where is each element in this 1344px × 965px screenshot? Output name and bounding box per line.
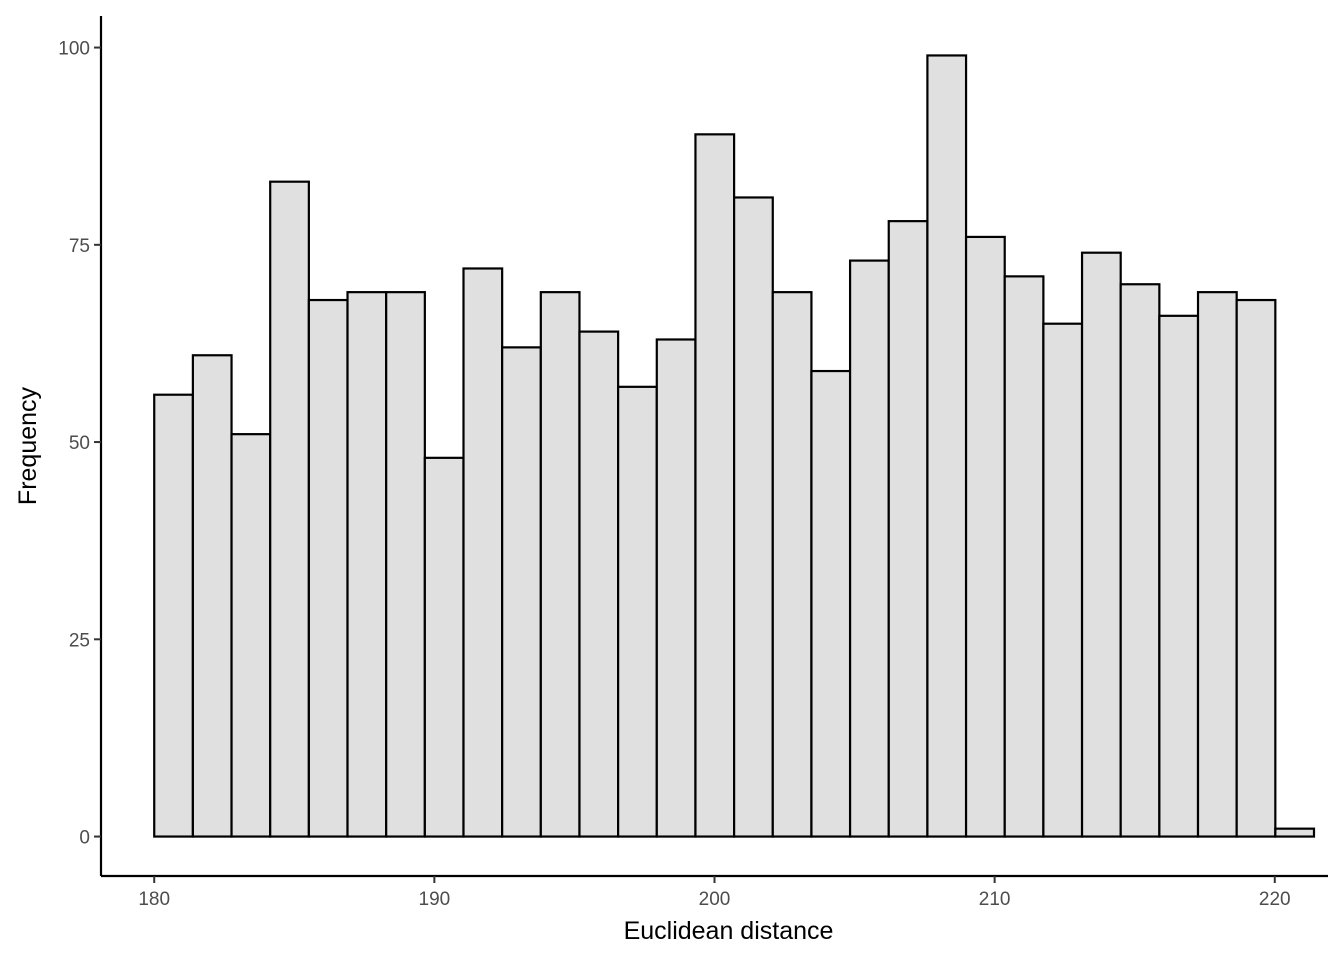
histogram-bar-7 [423, 456, 465, 838]
x-ticks-layer: 180 190 200 210 220 [138, 876, 1291, 910]
histogram-bar-19 [887, 220, 929, 838]
y-tick-label-0: 0 [79, 828, 90, 849]
histogram-bar-13 [655, 338, 697, 838]
histogram-bar-5 [346, 291, 388, 838]
histogram-bar-26 [1158, 314, 1200, 838]
x-tick-label-1: 190 [419, 889, 451, 910]
x-tick-label-3: 210 [979, 889, 1011, 910]
histogram-bar-1 [191, 354, 233, 838]
histogram-bar-15 [733, 196, 774, 838]
histogram-bar-22 [1003, 275, 1045, 838]
histogram-bar-10 [539, 291, 581, 838]
y-tick-label-3: 75 [69, 236, 90, 257]
histogram-bar-23 [1042, 322, 1084, 838]
histogram-bar-17 [810, 369, 852, 838]
y-tick-label-4: 100 [58, 39, 90, 60]
y-tick-label-1: 25 [69, 630, 90, 651]
histogram-bar-8 [462, 267, 504, 838]
histogram-bar-20 [926, 54, 968, 838]
histogram-bar-11 [578, 330, 620, 838]
histogram-bar-24 [1080, 251, 1122, 838]
histogram-bar-18 [848, 259, 890, 838]
histogram-bar-6 [385, 291, 426, 838]
histogram-bar-12 [617, 385, 658, 838]
y-ticks-layer: 0 25 50 75 100 [58, 39, 101, 849]
histogram-bar-9 [501, 346, 542, 838]
histogram-bar-16 [771, 291, 813, 838]
histogram-bar-27 [1196, 291, 1238, 838]
histogram-bar-2 [230, 433, 272, 838]
x-tick-label-2: 200 [699, 889, 731, 910]
x-tick-label-4: 220 [1259, 889, 1291, 910]
y-axis-title: Frequency [14, 386, 42, 505]
x-axis-title: Euclidean distance [624, 917, 834, 945]
histogram-bar-4 [307, 298, 349, 838]
histogram-bar-21 [964, 235, 1006, 838]
bars-layer [153, 54, 1316, 838]
histogram-bar-25 [1119, 283, 1161, 838]
histogram-bar-3 [269, 180, 310, 838]
histogram-bar-29 [1274, 827, 1316, 838]
histogram-bar-14 [694, 133, 736, 838]
y-tick-label-2: 50 [69, 433, 90, 454]
histogram-bar-0 [153, 393, 194, 838]
x-tick-label-0: 180 [138, 889, 170, 910]
histogram-bar-28 [1235, 298, 1277, 838]
